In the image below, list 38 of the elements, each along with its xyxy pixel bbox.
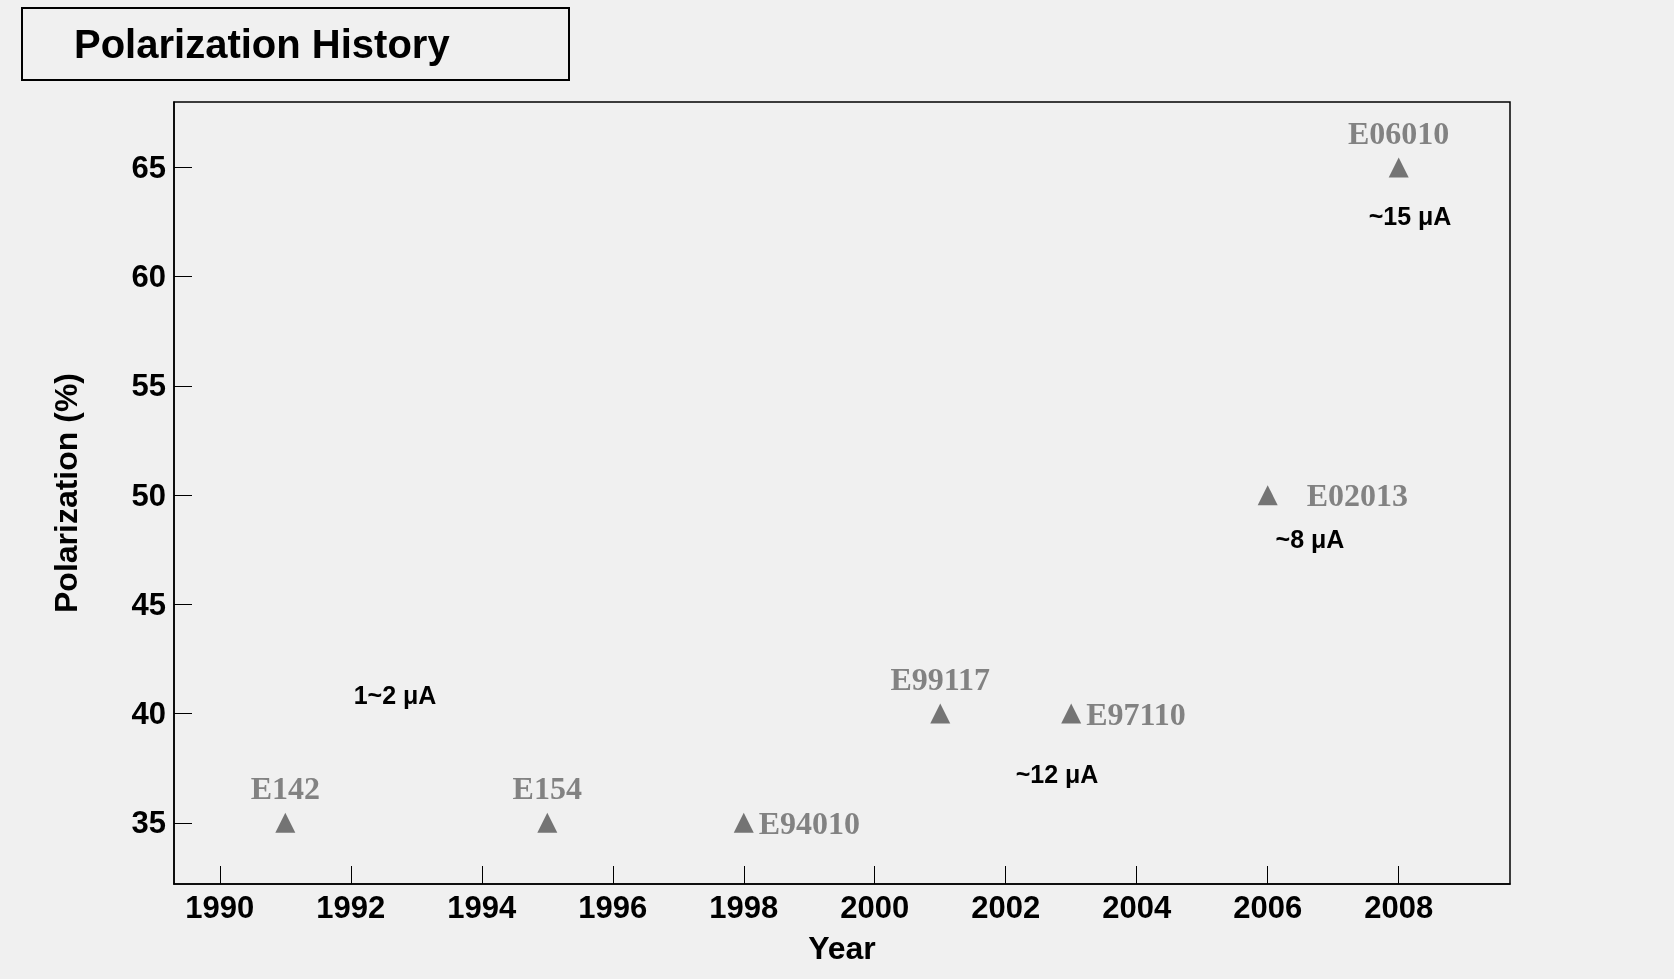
point <box>733 812 754 833</box>
annotation: ~8 μA <box>1275 525 1345 553</box>
y-tick-label: 45 <box>131 586 166 622</box>
data-label: E02013 <box>1306 477 1409 514</box>
x-tick-label: 1990 <box>185 890 255 925</box>
point <box>275 812 296 833</box>
data-label: E154 <box>512 769 582 806</box>
x-tick-label: 1996 <box>578 890 648 925</box>
data-label: E06010 <box>1347 114 1450 151</box>
y-tick-label: 50 <box>131 477 166 513</box>
point <box>930 703 951 724</box>
x-tick-label: 2006 <box>1233 890 1303 925</box>
point <box>537 812 558 833</box>
x-axis-title: Year <box>808 930 876 966</box>
x-tick-label: 2002 <box>971 890 1041 925</box>
x-tick-label: 1998 <box>709 890 779 925</box>
y-tick-label: 65 <box>131 150 166 186</box>
y-tick-label: 55 <box>131 368 166 404</box>
x-tick-label: 1994 <box>447 890 518 925</box>
data-label: E97110 <box>1086 695 1186 732</box>
y-tick-label: 60 <box>131 259 166 295</box>
annotation: ~12 μA <box>1015 760 1099 788</box>
data-label: E142 <box>250 769 321 806</box>
chart-title: Polarization History <box>74 22 451 66</box>
annotation: 1~2 μA <box>353 681 437 709</box>
point <box>1388 157 1409 178</box>
y-axis-title: Polarization (%) <box>48 372 84 614</box>
x-tick-label: 1992 <box>316 890 386 925</box>
x-tick-label: 2004 <box>1102 890 1172 925</box>
point <box>1061 703 1082 724</box>
y-tick-label: 35 <box>131 805 166 841</box>
point <box>1257 485 1278 506</box>
annotation: ~15 μA <box>1368 202 1452 230</box>
y-tick-label: 40 <box>131 696 166 732</box>
x-tick-label: 2008 <box>1364 890 1434 925</box>
data-label: E94010 <box>758 804 861 841</box>
x-tick-label: 2000 <box>840 890 910 925</box>
data-label: E99117 <box>890 660 991 697</box>
